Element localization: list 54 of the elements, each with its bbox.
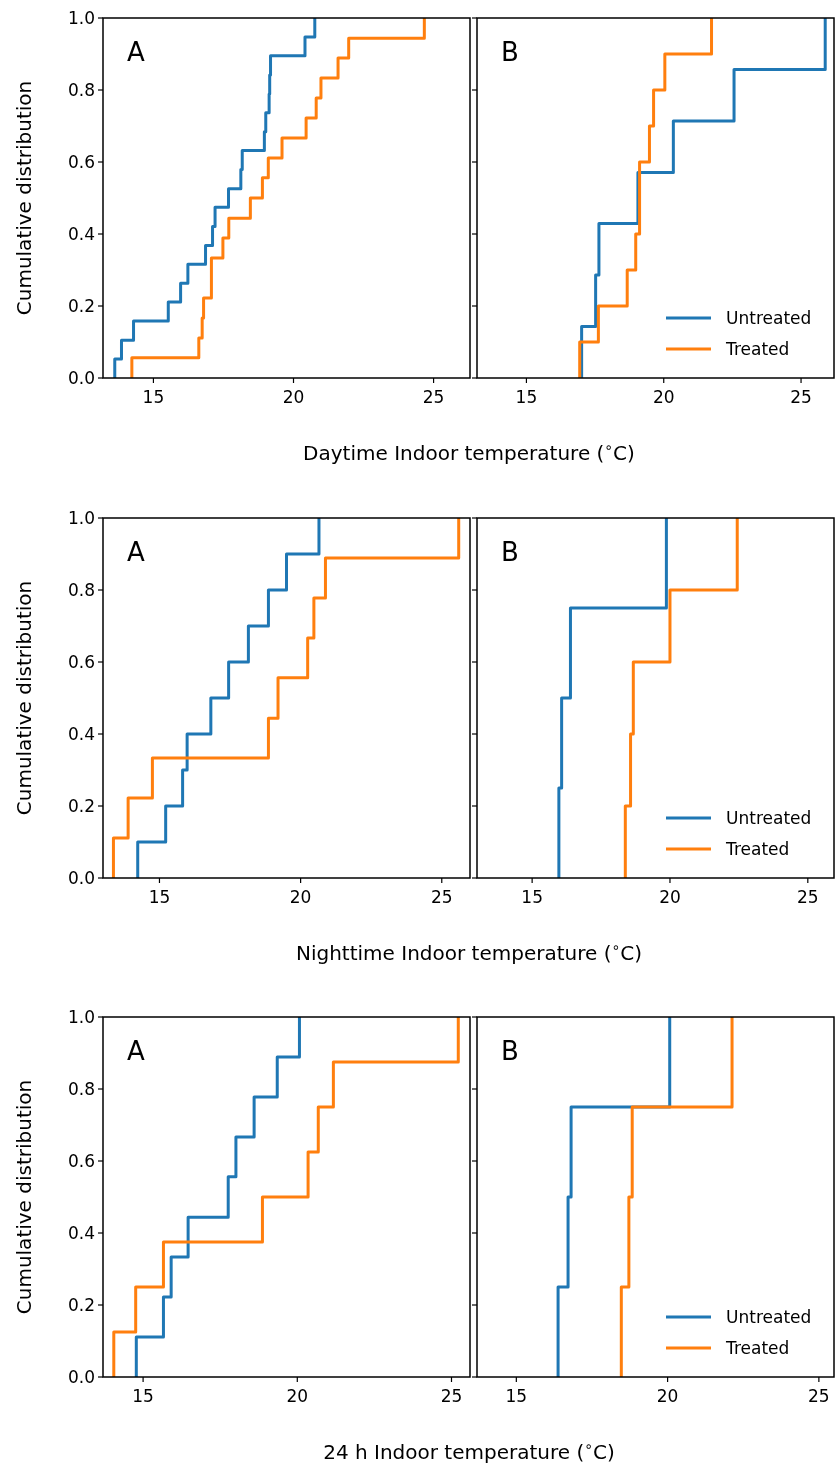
x-tick-label: 25 [422,387,445,407]
y-tick-label: 0.8 [67,80,95,100]
y-tick-label: 1.0 [67,508,95,528]
y-tick-label: 0.2 [67,296,95,316]
y-tick-label: 0.8 [67,580,95,600]
x-tick-label: 20 [282,387,305,407]
y-tick-label: 0.8 [67,1079,95,1099]
x-tick-label: 15 [142,387,165,407]
x-tick-label: 15 [148,887,171,907]
y-tick-label: 0.6 [67,1151,95,1171]
y-tick-label: 0.6 [67,652,95,672]
annotation: B [501,1036,519,1066]
y-axis-title: Cumulative distribution [12,80,36,316]
x-axis-title: Daytime Indoor temperature ($^{∘}$C) [303,439,635,465]
y-tick-label: 0.4 [67,724,95,744]
y-tick-label: 1.0 [67,8,95,28]
x-tick-label: 15 [521,887,543,907]
y-tick-label: 0.2 [67,796,95,816]
y-tick-label: 0.0 [67,1367,95,1387]
x-tick-label: 15 [132,1386,154,1406]
y-tick-label: 0.4 [67,1223,95,1243]
annotation: A [127,537,145,567]
y-tick-label: 0.2 [67,1295,95,1315]
x-tick-label: 25 [808,1386,830,1406]
x-tick-label: 20 [286,1386,309,1406]
annotation: A [127,37,145,67]
annotation: B [501,37,519,67]
y-tick-label: 0.0 [67,868,95,888]
x-tick-label: 15 [515,387,538,407]
y-tick-label: 0.6 [67,152,95,172]
x-tick-label: 25 [796,887,819,907]
x-tick-label: 20 [656,1386,679,1406]
x-tick-label: 25 [790,387,812,407]
x-tick-label: 20 [289,887,312,907]
x-tick-label: 25 [430,887,453,907]
x-axis-title: Nighttime Indoor temperature ($^{∘}$C) [295,939,643,965]
x-tick-label: 15 [505,1386,528,1406]
annotation: B [501,537,519,567]
y-tick-label: 0.0 [67,368,95,388]
legend-label: Treated [725,839,790,859]
legend-label: Treated [725,1338,790,1358]
y-axis-title: Cumulative distribution [12,580,36,816]
x-tick-label: 20 [659,887,681,907]
y-tick-label: 0.4 [67,224,95,244]
annotation: A [127,1036,145,1066]
x-tick-label: 25 [440,1386,463,1406]
y-tick-label: 1.0 [67,1007,95,1027]
y-axis-title: Cumulative distribution [12,1079,36,1315]
legend-label: Treated [725,339,790,359]
x-axis-title: 24 h Indoor temperature ($^{∘}$C) [323,1438,615,1464]
legend-label: Untreated [726,808,812,828]
legend-label: Untreated [726,1307,812,1327]
x-tick-label: 20 [652,387,675,407]
legend-label: Untreated [726,308,812,328]
